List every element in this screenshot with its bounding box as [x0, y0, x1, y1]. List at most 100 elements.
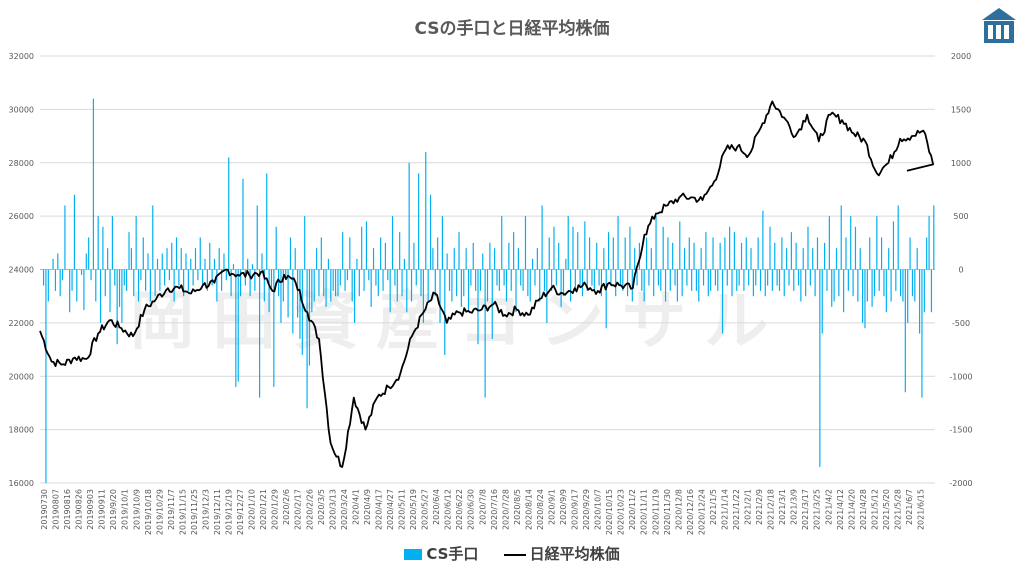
bar	[128, 232, 130, 270]
bar	[705, 232, 707, 270]
bar	[109, 269, 111, 313]
bar	[714, 269, 716, 286]
bar	[740, 242, 743, 270]
bar	[885, 269, 887, 313]
bar	[833, 269, 835, 302]
bar	[292, 269, 294, 334]
bar	[429, 194, 432, 270]
bar	[327, 258, 330, 270]
bar	[878, 269, 880, 291]
bar	[332, 269, 334, 291]
bar	[368, 269, 370, 281]
bar	[679, 221, 681, 270]
bar	[475, 269, 477, 291]
bar	[282, 269, 284, 302]
bar	[793, 269, 795, 291]
bar	[629, 226, 631, 270]
bar	[318, 269, 320, 297]
bar	[636, 269, 638, 286]
x-tick-label: 2020/11/11	[640, 489, 649, 535]
bar	[482, 253, 484, 270]
bar	[494, 248, 496, 270]
bar	[130, 248, 132, 270]
bar	[116, 269, 118, 345]
bar	[634, 248, 636, 270]
bar	[904, 269, 906, 393]
bar	[71, 269, 73, 291]
bar	[835, 248, 838, 270]
x-tick-label: 20190730	[40, 489, 49, 530]
bar	[536, 248, 538, 270]
bar	[515, 269, 517, 313]
bar	[372, 248, 375, 270]
bar	[816, 237, 819, 270]
bar	[764, 269, 766, 297]
bar	[781, 237, 783, 270]
bar	[539, 269, 541, 302]
bar	[847, 269, 849, 291]
x-tick-label: 2019/11/25	[190, 489, 199, 535]
nikkei-line	[39, 100, 934, 468]
bar	[403, 258, 406, 270]
bar	[52, 258, 54, 270]
bar	[289, 237, 292, 270]
bar	[916, 248, 918, 270]
bar	[344, 269, 346, 291]
bar	[78, 269, 80, 270]
bar	[273, 269, 275, 387]
bar	[664, 269, 667, 302]
bar	[320, 237, 322, 270]
bar	[622, 269, 624, 291]
bar	[418, 173, 420, 270]
bar	[434, 269, 436, 297]
bar	[448, 269, 451, 291]
bar	[477, 269, 479, 345]
bar	[755, 269, 757, 286]
bar	[807, 226, 809, 270]
x-tick-label: 2021/1/22	[732, 489, 741, 530]
x-axis: 20190730 20190807 20190816 20190826 20190903…	[40, 489, 926, 535]
bar	[693, 242, 695, 270]
bar	[522, 269, 524, 291]
bar	[558, 242, 560, 270]
bar	[259, 269, 261, 398]
x-tick-label: 2020/1/29	[271, 489, 280, 530]
bar	[406, 269, 408, 313]
bar	[173, 269, 175, 302]
bar	[907, 269, 909, 323]
bar	[313, 269, 315, 302]
bar	[183, 269, 185, 297]
bar	[617, 216, 619, 270]
bar	[532, 258, 534, 270]
x-tick-label: 2020/8/5	[513, 489, 522, 525]
bar	[256, 205, 258, 270]
bar	[548, 237, 550, 270]
bar	[102, 226, 104, 270]
bar	[802, 248, 804, 270]
x-tick-label: 2021/4/2	[824, 489, 833, 525]
bar	[926, 237, 928, 270]
bar	[439, 269, 441, 323]
bar	[382, 269, 384, 291]
bar	[168, 269, 170, 281]
bar	[334, 269, 337, 297]
bar	[228, 157, 230, 270]
logo-icon	[980, 6, 1018, 46]
bar	[681, 269, 683, 297]
bar	[610, 269, 612, 286]
bar	[923, 269, 925, 313]
bar	[674, 269, 676, 286]
bar	[363, 269, 365, 291]
bar	[774, 242, 776, 270]
bar	[501, 216, 503, 270]
right-tick-label: -1500	[949, 426, 972, 435]
bar	[852, 269, 854, 297]
x-tick-label: 2019/10/9	[132, 489, 141, 530]
bar	[738, 269, 740, 286]
x-tick-label: 20190826	[75, 489, 84, 530]
bar	[59, 269, 61, 297]
bar	[880, 237, 883, 270]
x-tick-label: 2020/5/11	[398, 489, 407, 530]
bar	[315, 248, 318, 270]
bar	[254, 269, 256, 291]
